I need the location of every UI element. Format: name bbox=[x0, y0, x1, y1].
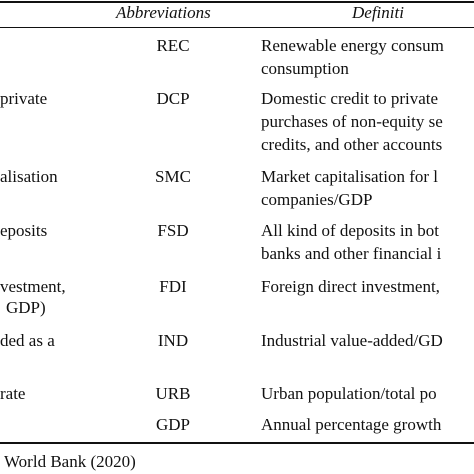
variable: GDP) bbox=[6, 298, 46, 317]
footer: World Bank (2020) bbox=[4, 452, 136, 471]
definition: Domestic credit to private bbox=[261, 89, 439, 108]
definition: companies/GDP bbox=[261, 190, 373, 209]
definition: banks and other financial i bbox=[261, 244, 442, 263]
variable: vestment, bbox=[0, 277, 66, 296]
abbreviation: IND bbox=[157, 331, 189, 350]
definition: Foreign direct investment, bbox=[261, 277, 440, 296]
definition: credits, and other accounts bbox=[261, 135, 443, 154]
definition: consumption bbox=[261, 59, 349, 78]
abbreviation: DCP bbox=[156, 89, 190, 108]
abbreviation: REC bbox=[156, 36, 190, 55]
bottom-rule bbox=[0, 442, 474, 444]
definition: Renewable energy consum bbox=[261, 36, 444, 55]
variable: eposits bbox=[0, 221, 48, 240]
definition: Industrial value-added/GD bbox=[261, 331, 443, 350]
variable: alisation bbox=[0, 167, 58, 186]
definition: purchases of non-equity se bbox=[261, 112, 443, 131]
definition: Urban population/total po bbox=[261, 384, 437, 403]
variable: rate bbox=[0, 384, 26, 403]
header-cell: Definiti bbox=[352, 3, 404, 22]
abbreviation: URB bbox=[155, 384, 191, 403]
top-rule bbox=[0, 1, 474, 3]
header-cell: Abbreviations bbox=[116, 3, 211, 22]
abbreviation: FSD bbox=[157, 221, 189, 240]
abbreviation: SMC bbox=[155, 167, 191, 186]
header-rule bbox=[0, 27, 474, 28]
definition: Market capitalisation for l bbox=[261, 167, 439, 186]
abbreviation: FDI bbox=[159, 277, 187, 296]
definition: All kind of deposits in bot bbox=[261, 221, 440, 240]
variable: private bbox=[0, 89, 48, 108]
abbreviation: GDP bbox=[155, 415, 190, 434]
definition: Annual percentage growth bbox=[261, 415, 442, 434]
variable: ded as a bbox=[0, 331, 55, 350]
